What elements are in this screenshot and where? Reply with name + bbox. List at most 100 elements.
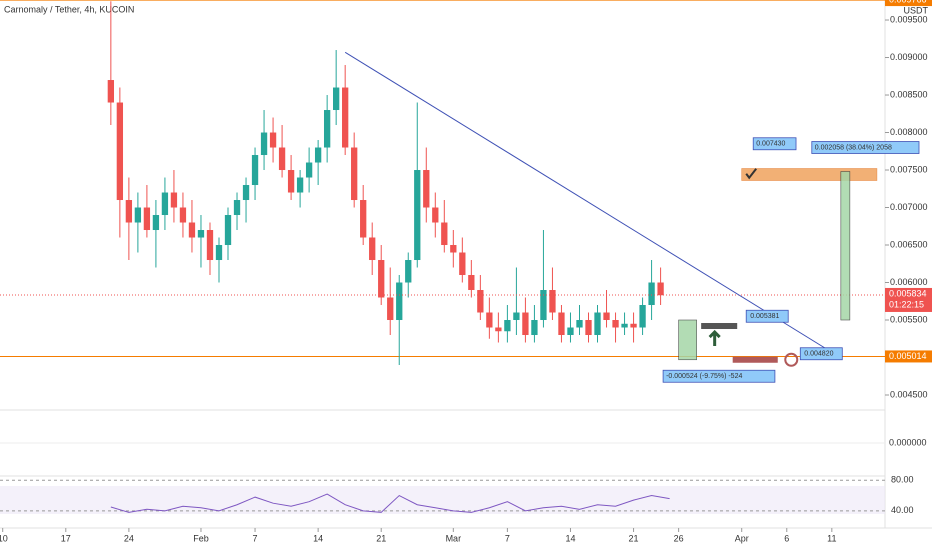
price-label: 0.005834 — [889, 288, 927, 298]
y-tick-label: 0.008000 — [890, 127, 928, 137]
candle-body — [197, 230, 205, 238]
y-tick-label: 80.00 — [891, 475, 914, 485]
candle-body — [639, 305, 646, 328]
trendline — [344, 51, 833, 353]
y-tick-label: 0.009000 — [890, 52, 928, 62]
candle-body — [351, 147, 358, 201]
long-measure-box — [840, 171, 851, 321]
candle-body — [188, 222, 196, 238]
candle-body — [477, 290, 484, 313]
x-tick-label: 7 — [253, 533, 258, 543]
currency: USDT — [904, 5, 929, 15]
candle-body — [450, 245, 457, 253]
label-bg — [752, 137, 797, 151]
candle-body — [567, 327, 574, 336]
x-tick-label: Mar — [446, 533, 462, 543]
candle-body — [269, 132, 277, 148]
x-tick-label: 7 — [505, 533, 510, 543]
candle-body — [522, 312, 529, 336]
label-bg — [745, 309, 789, 323]
label-bg — [811, 141, 920, 154]
candle-body — [143, 207, 151, 231]
y-tick-label: 0.006000 — [890, 277, 928, 287]
y-tick-label: 0.005500 — [890, 314, 928, 324]
y-tick-label: 0.000000 — [889, 437, 927, 447]
x-tick-label: 21 — [376, 533, 386, 543]
candle-body — [107, 80, 115, 103]
entry-label: 0.005381 — [750, 313, 779, 320]
candle-body — [333, 87, 340, 111]
candle-body — [314, 147, 322, 163]
candle-body — [251, 155, 259, 186]
y-tick-label: 0.006500 — [890, 239, 928, 249]
candle-body — [215, 245, 223, 261]
y-tick-label: 0.007000 — [890, 202, 928, 212]
price-label-bg — [885, 350, 932, 363]
x-tick-label: 21 — [629, 533, 639, 543]
candle-body — [369, 237, 376, 261]
candle-body — [342, 87, 349, 148]
price-label: 0.009766 — [889, 0, 927, 4]
arrow-up — [708, 329, 721, 347]
stop-label: 0.004820 — [804, 351, 833, 358]
price-label: 0.005014 — [889, 351, 927, 361]
rsi-line — [110, 493, 670, 513]
candle-body — [612, 320, 619, 328]
candle-body — [152, 215, 160, 231]
candle-body — [170, 192, 178, 208]
short-measure-box — [678, 319, 697, 361]
target-box — [741, 168, 878, 181]
entry-bar — [701, 323, 738, 330]
candle-body — [423, 170, 430, 208]
candle-body — [576, 320, 583, 328]
price-label-bg — [885, 287, 932, 312]
candle-body — [224, 215, 232, 246]
x-tick-label: 10 — [0, 533, 8, 543]
y-tick-label: 0.008500 — [890, 89, 928, 99]
candle-body — [432, 207, 439, 223]
x-tick-label: 26 — [674, 533, 684, 543]
candle-body — [242, 185, 250, 201]
candle-body — [540, 290, 547, 321]
candle-body — [495, 327, 502, 332]
price-label-bg — [885, 0, 932, 7]
x-tick-label: 6 — [784, 533, 789, 543]
candle-body — [378, 260, 385, 298]
candle-body — [125, 200, 133, 223]
price-axis — [885, 0, 932, 550]
candle-body — [134, 207, 142, 223]
candle-body — [360, 200, 367, 238]
candle-body — [161, 192, 169, 216]
candle-body — [206, 230, 214, 261]
candle-body — [468, 275, 475, 291]
candle-body — [116, 102, 124, 201]
label-bg — [799, 347, 843, 361]
long-measure-label: 0.002058 (38.04%) 2058 — [815, 144, 892, 151]
x-tick-label: 24 — [124, 533, 134, 543]
candle-body — [305, 162, 313, 178]
candle-body — [441, 222, 448, 246]
candle-body — [233, 200, 241, 216]
candle-body — [594, 312, 601, 336]
candle-body — [504, 320, 511, 332]
candle-body — [278, 147, 286, 171]
candle-body — [396, 282, 403, 321]
candle-body — [648, 282, 655, 306]
candle-body — [486, 312, 493, 328]
stop-bar — [732, 356, 778, 363]
candle-body — [387, 297, 394, 321]
target-label: 0.007430 — [756, 141, 785, 148]
x-tick-label: 17 — [61, 533, 71, 543]
x-tick-label: Apr — [735, 533, 749, 543]
candle-body — [414, 170, 421, 261]
candle-body — [179, 207, 187, 223]
check-icon — [745, 168, 758, 180]
candle-body — [630, 323, 637, 328]
candle-body — [405, 260, 412, 283]
candle-body — [513, 312, 520, 321]
candle-body — [549, 290, 556, 313]
x-tick-label: Feb — [193, 533, 209, 543]
candle-body — [585, 320, 592, 336]
countdown: 01:22:15 — [889, 299, 924, 309]
